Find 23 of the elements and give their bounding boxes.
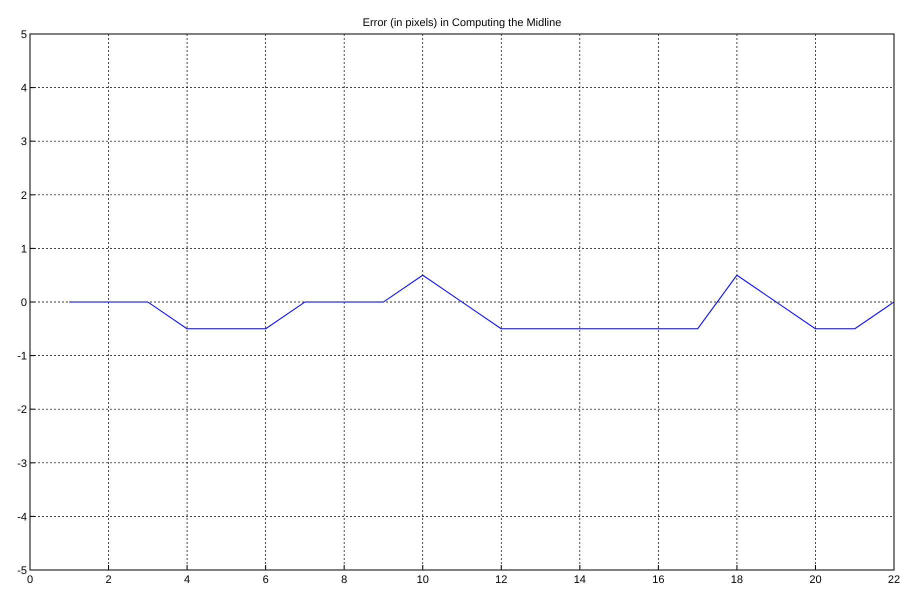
y-tick-label: -5: [17, 565, 27, 577]
chart-title: Error (in pixels) in Computing the Midline: [362, 17, 562, 29]
x-tick-label: 22: [888, 574, 900, 586]
y-tick-label: 1: [20, 243, 27, 256]
y-tick-label: 4: [20, 82, 27, 95]
x-tick-label: 14: [574, 574, 586, 586]
x-tick-label: 20: [809, 574, 822, 586]
x-tick-label: 6: [262, 574, 269, 586]
y-tick-label: 2: [20, 190, 27, 202]
y-tick-label: -4: [17, 511, 27, 524]
y-tick-label: -3: [17, 458, 27, 470]
y-tick-label: 5: [20, 29, 27, 41]
x-tick-label: 12: [495, 574, 508, 586]
y-tick-label: -1: [17, 350, 27, 363]
y-tick-label: 0: [20, 297, 27, 309]
y-tick-label: 3: [20, 136, 27, 148]
x-tick-label: 2: [105, 574, 112, 586]
x-tick-label: 4: [184, 574, 190, 586]
x-tick-label: 18: [730, 574, 744, 586]
y-tick-label: -2: [17, 404, 27, 416]
x-tick-label: 16: [652, 574, 664, 586]
x-tick-label: 10: [416, 574, 429, 586]
x-tick-label: 8: [341, 574, 348, 586]
